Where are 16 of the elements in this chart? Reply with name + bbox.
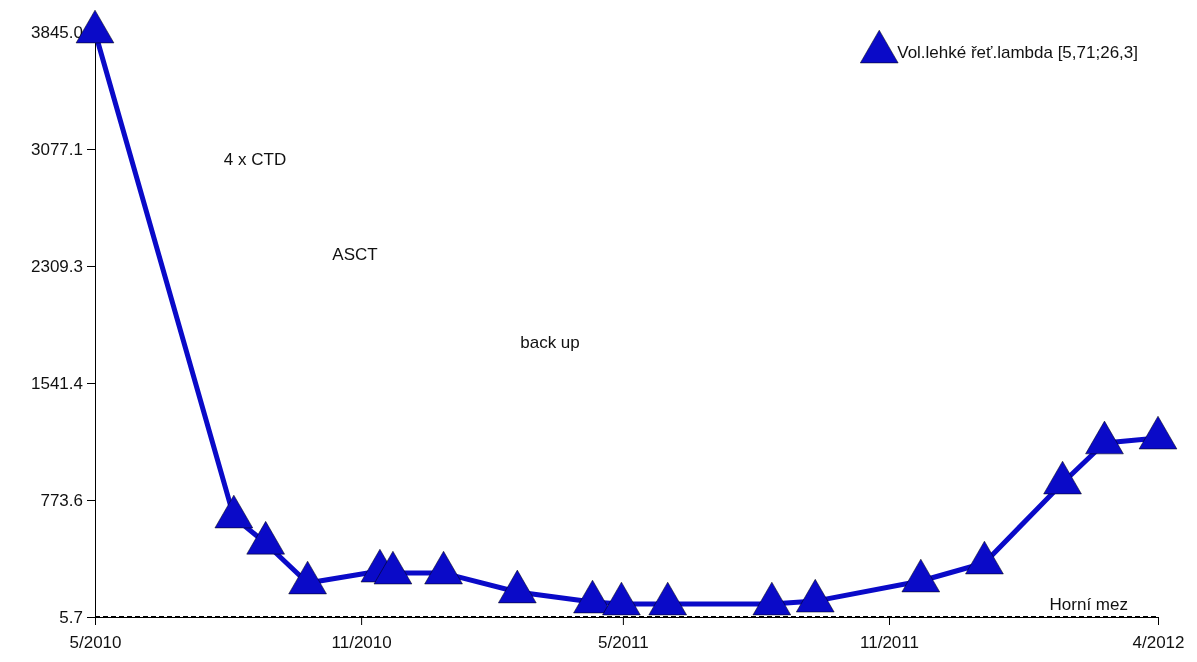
x-tick-label: 5/2010 bbox=[69, 633, 122, 653]
y-tick-label: 3077.1 bbox=[31, 139, 83, 159]
x-tick-label: 4/2012 bbox=[1132, 633, 1185, 653]
annotation: ASCT bbox=[332, 245, 378, 264]
y-tick-label: 773.6 bbox=[40, 490, 83, 510]
ref-line-label: Horní mez bbox=[1049, 595, 1128, 614]
x-tick-label: 11/2011 bbox=[860, 633, 919, 653]
annotation: 4 x CTD bbox=[223, 150, 287, 169]
x-tick-label: 11/2010 bbox=[331, 633, 392, 653]
x-tick-label: 5/2011 bbox=[598, 633, 649, 653]
annotation: back up bbox=[520, 333, 580, 352]
y-tick-label: 2309.3 bbox=[31, 256, 83, 276]
y-tick-label: 5.7 bbox=[59, 607, 83, 627]
y-tick-label: 1541.4 bbox=[31, 373, 83, 393]
y-tick-label: 3845.0 bbox=[31, 22, 83, 42]
legend-label: Vol.lehké řeť.lambda [5,71;26,3] bbox=[897, 42, 1138, 62]
